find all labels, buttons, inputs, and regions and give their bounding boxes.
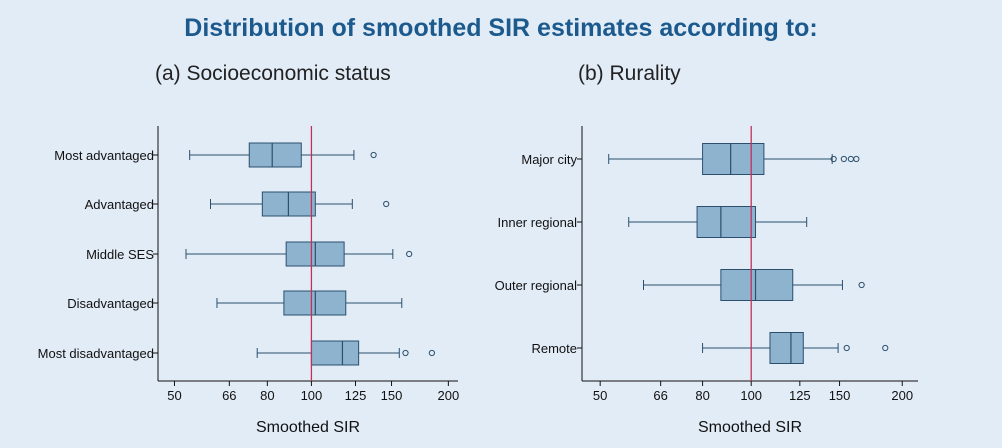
panel-a-x-tick-label: 66 bbox=[222, 388, 236, 403]
panel-a-category-label: Middle SES bbox=[86, 247, 154, 262]
panel-b-title: (b) Rurality bbox=[578, 62, 681, 85]
panel-b-x-tick-label: 150 bbox=[829, 388, 851, 403]
panel-b-x-tick-label: 100 bbox=[740, 388, 762, 403]
panel-a-category-label: Disadvantaged bbox=[67, 296, 154, 311]
panel-b-x-tick-label: 200 bbox=[891, 388, 913, 403]
panel-a-x-tick-label: 100 bbox=[301, 388, 323, 403]
panel-b-box bbox=[702, 143, 765, 175]
panel-b-outlier bbox=[858, 281, 865, 289]
panel-b-category-label: Inner regional bbox=[498, 215, 578, 230]
panel-a-category-label: Advantaged bbox=[85, 197, 154, 212]
panel-a-outlier bbox=[406, 250, 413, 258]
panel-b-outlier bbox=[847, 155, 854, 163]
panel-b-x-tick-label: 80 bbox=[695, 388, 709, 403]
panel-a-box bbox=[248, 142, 302, 168]
panel-a-outlier bbox=[370, 151, 377, 159]
panel-b-category-label: Major city bbox=[521, 152, 577, 167]
panel-b-outlier bbox=[853, 155, 860, 163]
panel-a-x-axis-label: Smoothed SIR bbox=[256, 419, 360, 436]
panel-a-outlier bbox=[383, 200, 390, 208]
panel-b-category-label: Outer regional bbox=[495, 278, 577, 293]
panel-a-x-tick-label: 150 bbox=[381, 388, 403, 403]
panel-a-outlier bbox=[402, 349, 409, 357]
panel-a-category-label: Most advantaged bbox=[54, 148, 154, 163]
panel-b-outlier bbox=[840, 155, 847, 163]
panel-a-x-tick-label: 50 bbox=[167, 388, 181, 403]
panel-b-outlier bbox=[882, 344, 889, 352]
panel-b-box bbox=[769, 332, 804, 364]
panel-a-title: (a) Socioeconomic status bbox=[155, 62, 391, 85]
panel-b-category-label: Remote bbox=[531, 341, 577, 356]
panel-b-x-tick-label: 66 bbox=[653, 388, 667, 403]
panel-a-x-tick-label: 80 bbox=[260, 388, 274, 403]
panel-b-box bbox=[696, 206, 757, 238]
main-title: Distribution of smoothed SIR estimates a… bbox=[184, 14, 818, 42]
panel-b-x-axis-label: Smoothed SIR bbox=[698, 419, 802, 436]
panel-a-box bbox=[310, 340, 360, 366]
panel-b-box bbox=[720, 269, 794, 301]
panel-b-outlier bbox=[830, 155, 837, 163]
panel-a-x-tick-label: 125 bbox=[345, 388, 367, 403]
panel-b-outlier bbox=[843, 344, 850, 352]
panel-b-x-tick-label: 50 bbox=[593, 388, 607, 403]
panel-a-outlier bbox=[428, 349, 435, 357]
panel-a-category-label: Most disadvantaged bbox=[38, 346, 154, 361]
panel-b-x-tick-label: 125 bbox=[789, 388, 811, 403]
panel-a-x-tick-label: 200 bbox=[438, 388, 460, 403]
